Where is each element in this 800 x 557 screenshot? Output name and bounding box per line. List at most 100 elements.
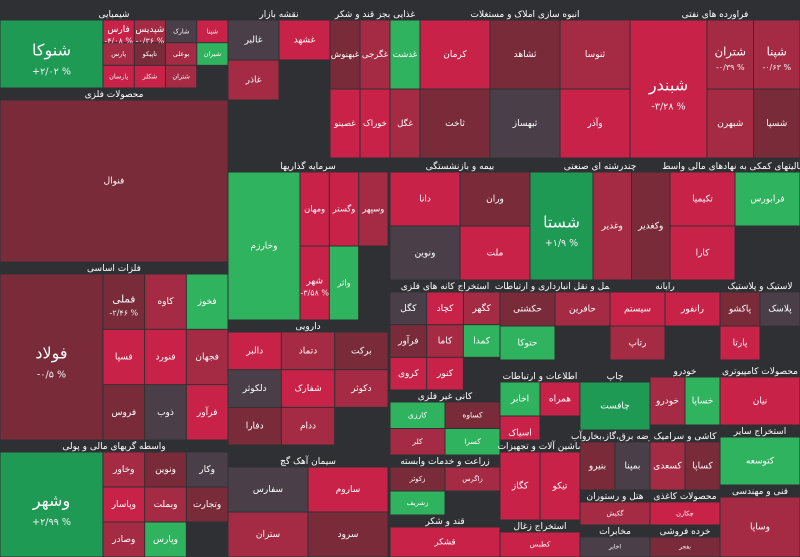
tile[interactable]: وکغدیر [632, 172, 670, 280]
tile-rect[interactable] [530, 172, 593, 280]
tile-rect[interactable] [228, 512, 308, 557]
tile-rect[interactable] [145, 385, 186, 440]
tile[interactable]: وخارزم [228, 172, 300, 320]
tile[interactable]: وپارس [145, 522, 186, 557]
tile[interactable]: فرآور [186, 385, 228, 440]
tile[interactable]: بوعلی [166, 43, 197, 65]
tile-rect[interactable] [670, 172, 735, 226]
tile[interactable]: دالبر [228, 332, 281, 370]
tile-rect[interactable] [197, 20, 228, 43]
tile[interactable]: کطبس [500, 532, 580, 557]
tile-rect[interactable] [335, 332, 388, 370]
tile[interactable]: غگرجی [360, 20, 390, 89]
tile-rect[interactable] [103, 274, 145, 329]
tile[interactable]: پاکشو [720, 292, 760, 326]
tile-rect[interactable] [610, 326, 665, 360]
tile-rect[interactable] [360, 89, 390, 158]
tile[interactable]: کگهر [463, 292, 500, 325]
tile[interactable]: چافست [580, 382, 650, 430]
tile-rect[interactable] [134, 65, 165, 88]
tile-rect[interactable] [390, 527, 500, 557]
tile[interactable]: ذوب [145, 385, 186, 440]
tile-rect[interactable] [279, 20, 330, 60]
tile[interactable]: غدشت [390, 20, 420, 89]
tile-rect[interactable] [390, 467, 445, 491]
tile[interactable]: وکار [186, 452, 228, 487]
tile-rect[interactable] [390, 402, 445, 429]
tile[interactable]: فنوال [0, 100, 228, 262]
tile-rect[interactable] [145, 274, 186, 329]
tile[interactable]: دتماد [281, 332, 335, 370]
tile-rect[interactable] [145, 487, 186, 522]
tile-rect[interactable] [186, 452, 228, 487]
tile[interactable]: فخوز [186, 274, 228, 329]
tile-rect[interactable] [186, 329, 228, 385]
tile[interactable]: شپدیس -۰/۳۶ % [134, 20, 165, 46]
tile-rect[interactable] [610, 292, 665, 326]
tile-rect[interactable] [650, 442, 685, 490]
tile[interactable]: کمدا [463, 325, 500, 357]
tile[interactable]: فنورد [145, 329, 186, 385]
tile-rect[interactable] [560, 89, 630, 158]
tile[interactable]: کسعدی [650, 442, 685, 490]
tile[interactable]: غشهد [279, 20, 330, 60]
tile-rect[interactable] [300, 246, 329, 320]
tile[interactable]: زاگرس [445, 467, 500, 491]
tile[interactable]: وغدیر [593, 172, 632, 280]
tile-rect[interactable] [500, 292, 555, 326]
tile[interactable]: ومهان [300, 172, 329, 246]
tile-rect[interactable] [420, 89, 490, 158]
tile[interactable]: نیان [720, 377, 800, 425]
tile-rect[interactable] [540, 382, 580, 416]
tile-rect[interactable] [145, 452, 186, 487]
tile[interactable]: بمپنا [615, 442, 650, 490]
tile[interactable]: شارک [166, 20, 197, 43]
tile-rect[interactable] [103, 487, 145, 522]
tile[interactable]: وبملت [145, 487, 186, 522]
tile-rect[interactable] [390, 292, 427, 325]
tile[interactable]: رانفور [665, 292, 720, 326]
tile-rect[interactable] [500, 382, 540, 416]
tile-rect[interactable] [720, 437, 800, 485]
tile-rect[interactable] [330, 20, 360, 89]
tile[interactable]: همراه [540, 382, 580, 416]
tile-rect[interactable] [281, 332, 335, 370]
tile-rect[interactable] [103, 522, 145, 557]
tile[interactable]: وپاسار [103, 487, 145, 522]
tile-rect[interactable] [615, 442, 650, 490]
tile[interactable]: غبهنوش [330, 20, 360, 89]
tile-rect[interactable] [685, 377, 720, 425]
tile-rect[interactable] [0, 274, 103, 440]
tile[interactable]: تیکو [540, 452, 580, 520]
tile[interactable]: وسپهر [359, 172, 388, 246]
tile[interactable]: پارتا [720, 326, 760, 360]
tile[interactable]: خساپا [685, 377, 720, 425]
tile[interactable]: تاپیکو [134, 43, 165, 65]
tile-rect[interactable] [720, 377, 800, 425]
tile-rect[interactable] [500, 532, 580, 557]
tile-rect[interactable] [707, 89, 754, 158]
tile-rect[interactable] [329, 246, 359, 320]
tile-rect[interactable] [580, 382, 650, 430]
tile[interactable]: برکت [335, 332, 388, 370]
tile-rect[interactable] [460, 226, 530, 280]
tile[interactable]: شسپا [754, 89, 800, 158]
tile[interactable]: ثاخت [420, 89, 490, 158]
tile-rect[interactable] [228, 332, 281, 370]
tile[interactable]: زکوثر [390, 467, 445, 491]
tile[interactable]: ستران [228, 512, 308, 557]
tile[interactable]: کگاز [500, 452, 540, 520]
tile[interactable]: فجهان [186, 329, 228, 385]
tile[interactable]: وران [460, 172, 530, 226]
tile[interactable]: چکارن [650, 502, 720, 525]
tile[interactable]: فرابورس [735, 172, 800, 226]
tile[interactable]: اخابر [500, 382, 540, 416]
tile[interactable]: ونوین [145, 452, 186, 487]
tile[interactable]: حتوکا [500, 326, 555, 360]
tile[interactable]: ثبهساز [490, 89, 560, 158]
tile-rect[interactable] [359, 172, 388, 246]
tile-rect[interactable] [390, 491, 445, 515]
tile[interactable]: کگل [390, 292, 427, 325]
tile-rect[interactable] [228, 407, 281, 445]
tile-rect[interactable] [0, 20, 103, 88]
